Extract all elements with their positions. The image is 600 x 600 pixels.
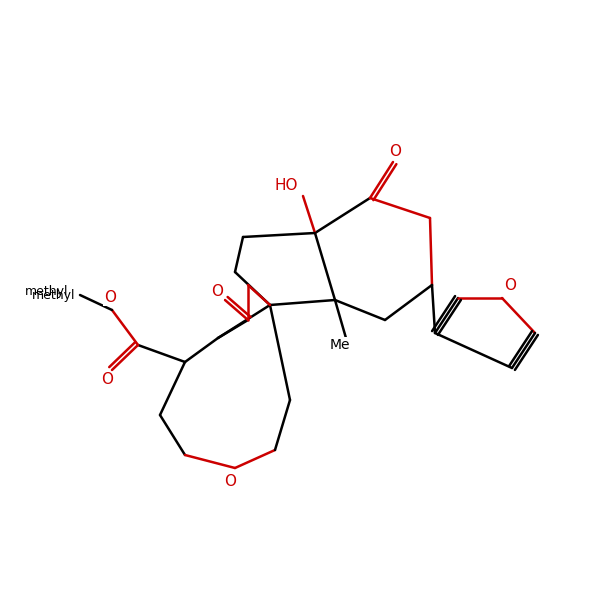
Text: O: O xyxy=(101,373,113,388)
Text: O: O xyxy=(224,475,236,490)
Text: methyl: methyl xyxy=(32,289,75,301)
Text: methyl: methyl xyxy=(25,284,68,298)
Text: O: O xyxy=(389,145,401,160)
Text: Me: Me xyxy=(330,338,350,352)
Text: O: O xyxy=(104,290,116,305)
Text: O: O xyxy=(504,278,516,293)
Text: HO: HO xyxy=(275,179,298,193)
Text: O: O xyxy=(211,284,223,299)
